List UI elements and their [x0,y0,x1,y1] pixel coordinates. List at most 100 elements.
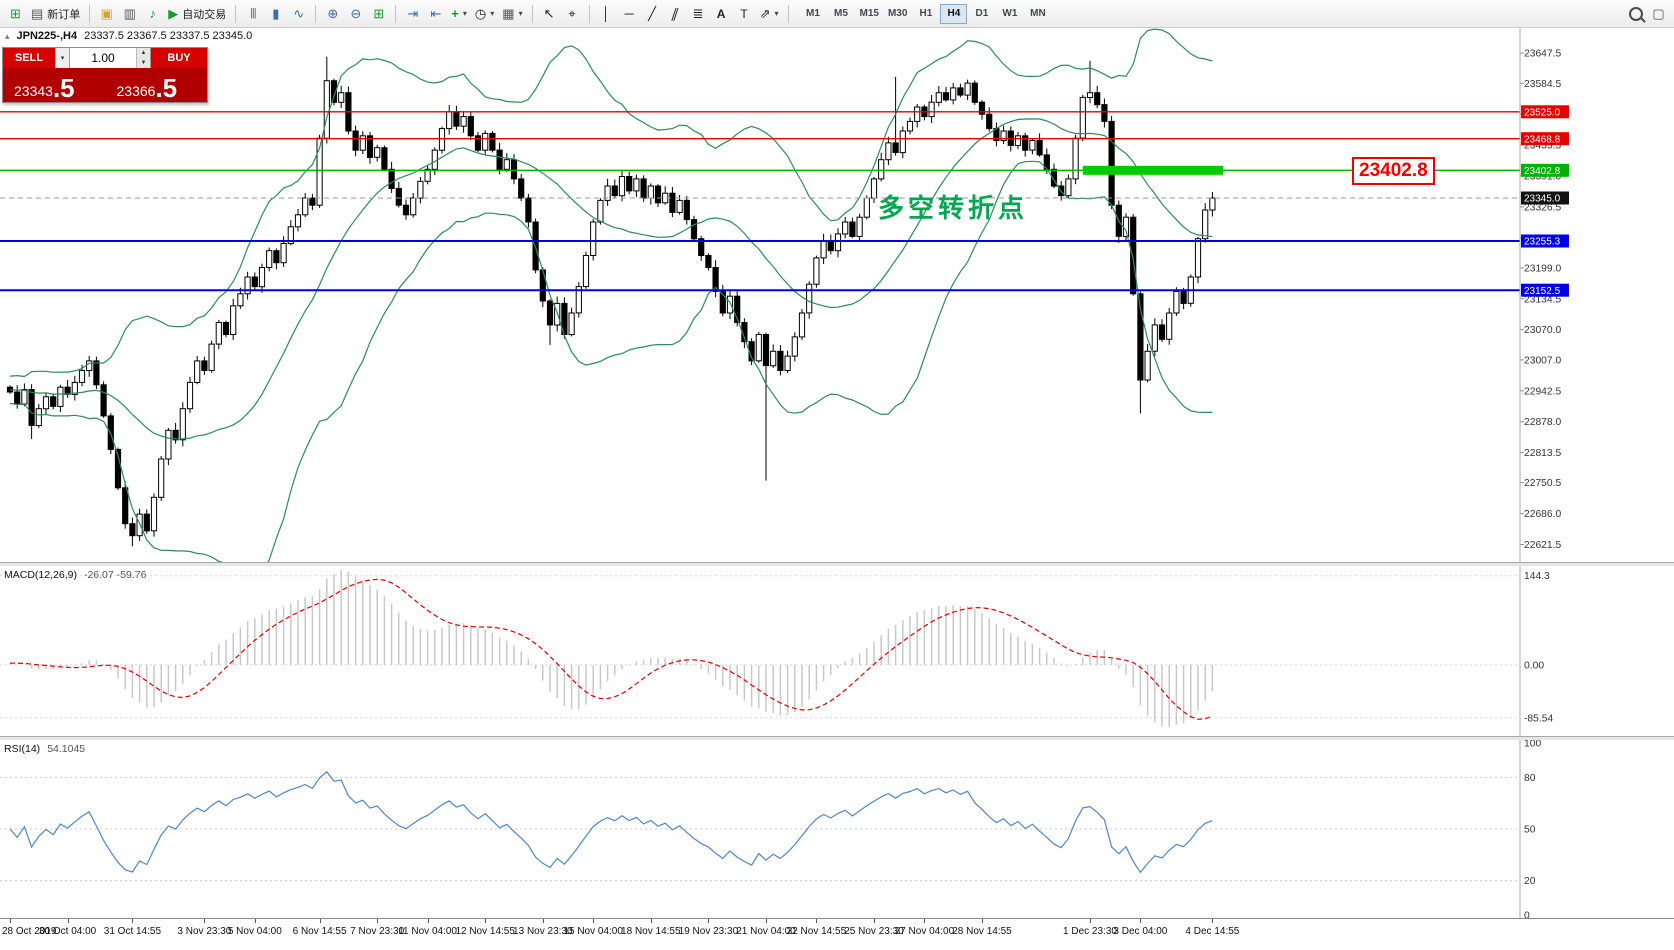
bar-chart-button[interactable]: ||| [241,3,264,25]
price-badge-23525.0: 23525.0 [1521,105,1569,118]
toolbar-separator [89,4,91,23]
timeframe-m1-button[interactable]: M1 [800,4,827,24]
time-label: 15 Nov 04:00 [563,926,623,937]
tile-windows-button[interactable]: ⊞ [367,3,390,25]
sell-button[interactable]: SELL [3,48,55,68]
time-label: 12 Nov 14:55 [455,926,515,937]
vertical-line-tool-button[interactable]: │ [595,3,618,25]
indicators-button[interactable]: + ▾ [447,3,471,25]
time-label: 5 Nov 04:00 [227,926,282,937]
svg-text:0: 0 [1524,911,1530,919]
svg-text:0.00: 0.00 [1524,660,1544,671]
fibonacci-tool-button[interactable]: ≣ [687,3,710,25]
sell-price-main: 23343 [14,82,53,99]
time-tick [427,919,429,923]
time-tick [319,919,321,923]
trendline-icon: ╱ [648,6,656,21]
price-callout-box[interactable]: 23402.8 [1352,157,1435,185]
profiles-button[interactable]: ▣ [95,3,118,25]
time-axis[interactable]: 28 Oct 2019 30 Oct 04:00 31 Oct 14:55 3 Nov… [0,918,1674,950]
templates-button[interactable]: ▦ ▾ [498,3,526,25]
candlestick-icon: ▮ [272,6,280,21]
thick-green-segment [1082,165,1224,175]
timeframe-h1-button[interactable]: H1 [912,4,939,24]
volume-down-button[interactable]: ▼ [137,58,150,68]
chevron-down-icon: ▾ [518,9,523,18]
timeframe-m15-button[interactable]: M15 [856,4,883,24]
zoom-in-button[interactable]: ⊕ [321,3,344,25]
text-tool-button[interactable]: A [710,3,733,25]
bollinger-upper-band [9,28,1213,378]
new-chart-button[interactable]: ⊞ [4,3,27,25]
svg-text:22686.0: 22686.0 [1524,509,1561,520]
volume-up-button[interactable]: ▲ [137,48,150,58]
timeframe-mn-button[interactable]: MN [1024,4,1051,24]
time-label: 4 Dec 14:55 [1185,926,1240,937]
svg-text:22942.5: 22942.5 [1524,386,1561,397]
time-label: 22 Nov 14:55 [786,926,847,937]
periods-button[interactable]: ◷ ▾ [471,3,498,25]
rsi-value: 54.1045 [47,743,86,755]
volume-input[interactable] [70,48,136,68]
zoom-in-icon: ⊕ [327,6,339,21]
horizontal-line-icon: ─ [624,6,634,21]
buy-price[interactable]: 23366 .5 [106,68,208,102]
candles-layer [6,56,1216,547]
print-button[interactable]: ▥ [118,3,141,25]
horizontal-line-tool-button[interactable]: ─ [618,3,641,25]
main-chart-panel[interactable]: 23647.523584.523520.023455.523391.023326… [0,28,1674,562]
buy-price-fraction: .5 [155,73,178,104]
cursor-button[interactable]: ↖ [538,3,561,25]
candlestick-chart-button[interactable]: ▮ [264,3,287,25]
macd-panel[interactable]: 144.3 0.00 -85.54 MACD(12,26,9) -26.07 -59… [0,566,1674,736]
buy-button[interactable]: BUY [151,48,207,68]
auto-scroll-button[interactable]: ⇥ [401,3,424,25]
order-type-dropdown[interactable]: ▾ [55,48,69,68]
time-tick [1140,919,1142,923]
vertical-line-icon: │ [602,6,611,21]
rsi-panel[interactable]: 100 80 50 20 0 RSI(14) 54.1045 [0,740,1674,918]
timeframe-m5-button[interactable]: M5 [828,4,855,24]
label-tool-button[interactable]: T [733,3,756,25]
channel-tool-button[interactable]: ∥ [664,3,687,25]
bollinger-middle-band [9,118,1213,440]
time-label: 28 Oct 2019 [2,926,57,937]
symbol-search-button[interactable] [1624,3,1647,25]
one-click-collapse-icon[interactable]: ▴ [5,30,10,41]
timeframe-d1-button[interactable]: D1 [968,4,995,24]
cursor-arrow-icon: ↖ [543,6,555,21]
crosshair-button[interactable]: ⌖ [561,3,584,25]
alerts-button[interactable]: ♪ [141,3,164,25]
zoom-out-button[interactable]: ⊖ [344,3,367,25]
time-label: 25 Nov 23:30 [844,926,904,937]
timeframe-m30-button[interactable]: M30 [884,4,911,24]
toolbar-right-group: ▢ [1624,3,1670,25]
trendline-tool-button[interactable]: ╱ [641,3,664,25]
timeframe-w1-button[interactable]: W1 [996,4,1023,24]
window-layout-button[interactable]: ▢ [1647,3,1670,25]
svg-text:22813.5: 22813.5 [1524,448,1561,459]
panel-divider[interactable] [0,736,1674,740]
panel-divider[interactable] [0,562,1674,566]
new-order-button[interactable]: ▤ 新订单 [27,3,84,25]
autotrading-button[interactable]: ▶ 自动交易 [164,3,230,25]
timeframe-h4-button[interactable]: H4 [940,3,968,24]
time-tick [650,919,652,923]
volume-stepper: ▲ ▼ [136,48,150,68]
rsi-svg: 100 80 50 20 0 [0,740,1541,919]
svg-text:80: 80 [1524,773,1536,784]
chart-shift-button[interactable]: ⇤ [424,3,447,25]
toolbar-separator [588,4,590,23]
time-tick [816,919,818,923]
svg-text:23152.5: 23152.5 [1524,286,1561,297]
chart-annotation-text[interactable]: 多空转折点 [878,193,1029,223]
arrows-tool-button[interactable]: ⇗ ▾ [756,3,783,25]
line-chart-button[interactable]: ∿ [287,3,310,25]
svg-text:23455.5: 23455.5 [1524,141,1561,152]
chart-shift-icon: ⇤ [430,6,442,21]
time-label: 7 Nov 23:30 [350,926,405,937]
chevron-down-icon: ▾ [490,9,495,18]
macd-values: -26.07 -59.76 [83,569,147,581]
sell-price[interactable]: 23343 .5 [3,68,106,102]
